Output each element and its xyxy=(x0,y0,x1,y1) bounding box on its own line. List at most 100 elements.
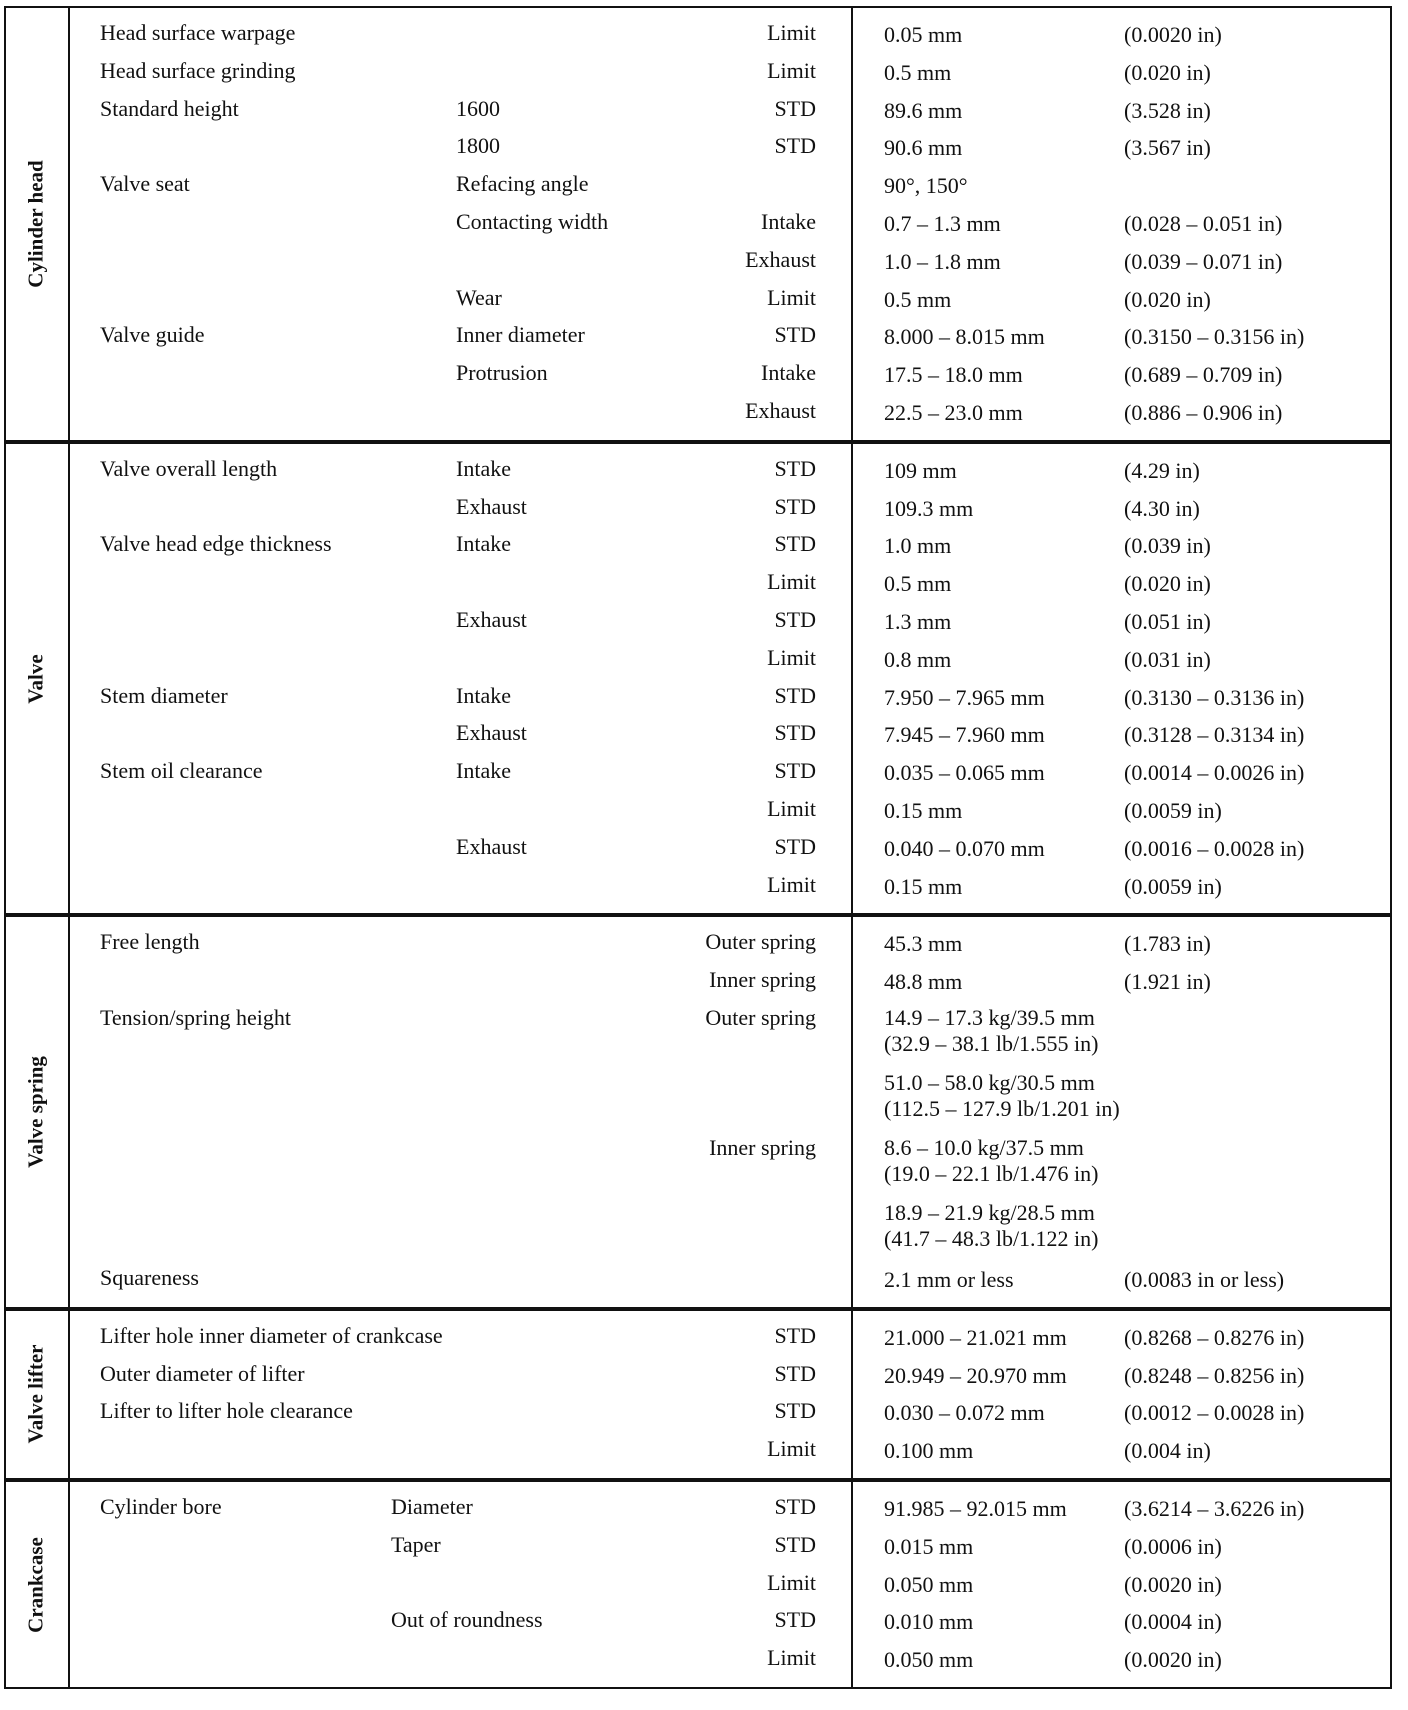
cell-item: Stem oil clearance xyxy=(100,758,263,784)
cell-inch: (0.0020 in) xyxy=(1124,1647,1222,1673)
cell-inch: (0.3128 – 0.3134 in) xyxy=(1124,722,1305,748)
cell-qualifier: STD xyxy=(774,531,816,557)
cell-inch: (3.528 in) xyxy=(1124,97,1211,123)
cell-inch: (4.29 in) xyxy=(1124,457,1200,483)
cell-item: Lifter hole inner diameter of crankcase xyxy=(100,1322,443,1348)
cell-qualifier: Limit xyxy=(767,284,816,310)
cell-metric: 0.05 mm xyxy=(884,22,963,47)
cell-metric-line: 8.6 – 10.0 kg/37.5 mm xyxy=(884,1135,1084,1160)
section-divider xyxy=(68,1308,853,1480)
cell-qualifier: Intake xyxy=(761,360,816,386)
cell-inch: (0.8248 – 0.8256 in) xyxy=(1124,1362,1305,1388)
cell-qualifier: Limit xyxy=(767,796,816,821)
cell-inch: (0.0083 in or less) xyxy=(1124,1267,1285,1292)
cell-qualifier: STD xyxy=(774,95,816,121)
cell-metric-line: (41.7 – 48.3 lb/1.122 in) xyxy=(884,1226,1099,1251)
cell-sub: Intake xyxy=(456,758,511,784)
cell-inch: (0.0006 in) xyxy=(1124,1533,1222,1559)
cell-item: Free length xyxy=(100,929,200,955)
cell-qualifier: STD xyxy=(774,1531,816,1557)
cell-inch: (0.3130 – 0.3136 in) xyxy=(1124,684,1305,710)
cell-inch: (0.004 in) xyxy=(1124,1438,1211,1464)
section-divider xyxy=(68,915,853,1309)
cell-item: Tension/spring height xyxy=(100,1005,291,1030)
cell-metric: 0.015 mm xyxy=(884,1533,974,1559)
cell-metric-line: 18.9 – 21.9 kg/28.5 mm xyxy=(884,1200,1095,1225)
cell-sub: Refacing angle xyxy=(456,171,589,197)
section-divider xyxy=(68,1480,853,1689)
cell-metric: 89.6 mm xyxy=(884,97,963,123)
cell-metric: 17.5 – 18.0 mm xyxy=(884,362,1023,388)
cell-qualifier: STD xyxy=(774,833,816,859)
cell-metric-line: (32.9 – 38.1 lb/1.555 in) xyxy=(884,1031,1099,1056)
cell-qualifier: STD xyxy=(774,133,816,159)
cell-metric: 0.15 mm xyxy=(884,873,963,899)
cell-metric: 2.1 mm or less xyxy=(884,1267,1014,1292)
cell-part: Taper xyxy=(391,1531,441,1557)
cell-metric: 0.010 mm xyxy=(884,1609,974,1635)
cell-qualifier: Intake xyxy=(761,209,816,234)
cell-inch: (3.567 in) xyxy=(1124,135,1211,161)
cell-metric: 8.000 – 8.015 mm xyxy=(884,324,1045,350)
cell-inch: (0.039 – 0.071 in) xyxy=(1124,248,1283,274)
cell-qualifier: STD xyxy=(774,720,816,746)
cell-metric: 1.3 mm xyxy=(884,609,952,634)
cell-sub: Intake xyxy=(456,531,511,557)
cell-metric: 7.945 – 7.960 mm xyxy=(884,722,1045,748)
cell-qualifier: STD xyxy=(774,1360,816,1386)
section-border xyxy=(4,441,1392,916)
cell-metric: 0.100 mm xyxy=(884,1438,974,1464)
cell-metric: 45.3 mm xyxy=(884,931,963,957)
cell-item: Head surface grinding xyxy=(100,57,296,83)
cell-metric: 91.985 – 92.015 mm xyxy=(884,1496,1067,1521)
cell-sub: Intake xyxy=(456,682,511,708)
cell-metric-line: 51.0 – 58.0 kg/30.5 mm xyxy=(884,1070,1095,1095)
cell-inch: (0.0004 in) xyxy=(1124,1609,1222,1635)
cell-inch: (0.0014 – 0.0026 in) xyxy=(1124,760,1305,786)
cell-metric: 0.15 mm xyxy=(884,798,963,823)
cell-inch: (0.031 in) xyxy=(1124,646,1211,672)
cell-qualifier: Outer spring xyxy=(705,1005,816,1030)
cell-inch: (0.0059 in) xyxy=(1124,873,1222,899)
cell-sub: Inner diameter xyxy=(456,322,585,348)
cell-inch: (4.30 in) xyxy=(1124,495,1200,521)
section-border xyxy=(4,1480,1392,1689)
cell-metric: 0.050 mm xyxy=(884,1647,974,1673)
section-label: Cylinder head xyxy=(23,160,48,288)
section-label: Crankcase xyxy=(23,1536,48,1633)
cell-qualifier: STD xyxy=(774,607,816,632)
cell-metric: 0.8 mm xyxy=(884,646,952,672)
cell-inch: (1.783 in) xyxy=(1124,931,1211,957)
section-label: Valve xyxy=(23,653,48,704)
cell-inch: (0.028 – 0.051 in) xyxy=(1124,211,1283,236)
cell-inch: (0.886 – 0.906 in) xyxy=(1124,400,1283,425)
cell-sub: Exhaust xyxy=(456,607,527,632)
cell-item: Squareness xyxy=(100,1265,199,1290)
cell-qualifier: Limit xyxy=(767,1436,816,1462)
cell-qualifier: STD xyxy=(774,1607,816,1633)
cell-qualifier: Limit xyxy=(767,569,816,595)
cell-part: Out of roundness xyxy=(391,1607,543,1633)
cell-metric: 20.949 – 20.970 mm xyxy=(884,1362,1067,1388)
cell-metric-line: 14.9 – 17.3 kg/39.5 mm xyxy=(884,1005,1095,1030)
cell-qualifier: STD xyxy=(774,322,816,348)
cell-sub: 1600 xyxy=(456,95,500,121)
section-border xyxy=(4,6,1392,442)
section-label: Valve lifter xyxy=(23,1344,48,1444)
cell-item: Lifter to lifter hole clearance xyxy=(100,1398,353,1424)
cell-metric: 48.8 mm xyxy=(884,969,963,995)
cell-inch: (3.6214 – 3.6226 in) xyxy=(1124,1496,1305,1521)
cell-item: Outer diameter of lifter xyxy=(100,1360,305,1386)
cell-inch: (1.921 in) xyxy=(1124,969,1211,995)
cell-qualifier: Inner spring xyxy=(709,967,816,993)
cell-metric: 0.035 – 0.065 mm xyxy=(884,760,1045,786)
cell-qualifier: Limit xyxy=(767,1569,816,1595)
cell-inch: (0.020 in) xyxy=(1124,571,1211,597)
cell-metric: 0.030 – 0.072 mm xyxy=(884,1400,1045,1426)
cell-inch: (0.0020 in) xyxy=(1124,1571,1222,1597)
cell-qualifier: Limit xyxy=(767,57,816,83)
cell-qualifier: STD xyxy=(774,455,816,481)
cell-metric: 1.0 – 1.8 mm xyxy=(884,248,1001,274)
cell-metric: 7.950 – 7.965 mm xyxy=(884,684,1045,710)
cell-inch: (0.0059 in) xyxy=(1124,798,1222,823)
